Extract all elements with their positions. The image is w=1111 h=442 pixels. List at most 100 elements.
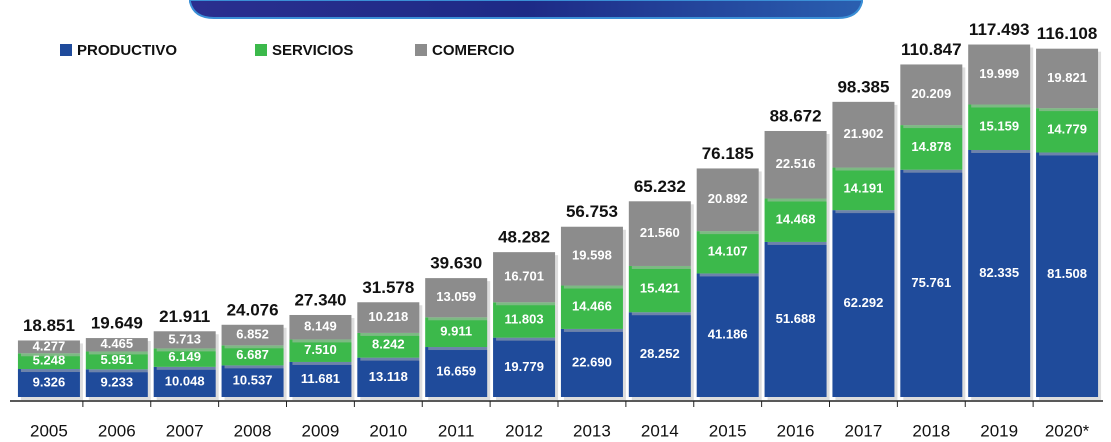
bar-segment — [289, 361, 352, 397]
total-label: 110.847 — [901, 40, 962, 59]
value-label: 4.277 — [33, 338, 66, 353]
bar-segment — [357, 332, 420, 358]
value-label: 82.335 — [979, 265, 1019, 280]
bar-segment — [289, 339, 352, 362]
total-label: 27.340 — [294, 290, 346, 309]
value-label: 21.902 — [844, 126, 884, 141]
total-label: 76.185 — [702, 144, 754, 163]
value-label: 62.292 — [844, 295, 884, 310]
bar-segment — [900, 125, 963, 170]
value-label: 9.233 — [101, 375, 134, 390]
value-label: 10.048 — [165, 373, 205, 388]
x-tick-label: 2006 — [98, 421, 136, 440]
bar-segment — [968, 149, 1031, 397]
value-label: 5.951 — [101, 352, 134, 367]
legend-label: PRODUCTIVO — [77, 42, 177, 59]
value-label: 41.186 — [708, 327, 748, 342]
x-tick-label: 2015 — [709, 421, 747, 440]
value-label: 75.761 — [911, 275, 951, 290]
bar-segment — [628, 312, 691, 397]
x-tick-label: 2005 — [30, 421, 68, 440]
bar-segment — [696, 168, 759, 232]
bar-segment — [764, 198, 827, 242]
value-label: 14.779 — [1047, 122, 1087, 137]
value-label: 22.690 — [572, 354, 612, 369]
x-tick-label: 2009 — [302, 421, 340, 440]
x-tick-label: 2018 — [912, 421, 950, 440]
bar-segment — [764, 130, 827, 199]
bar-segment — [357, 302, 420, 333]
bar-segment — [900, 169, 963, 397]
value-label: 15.421 — [640, 281, 680, 296]
value-label: 19.821 — [1047, 70, 1087, 85]
value-label: 5.713 — [168, 331, 201, 346]
value-label: 9.326 — [33, 374, 66, 389]
x-tick-label: 2007 — [166, 421, 204, 440]
bar-segment — [85, 369, 148, 397]
total-label: 88.672 — [770, 106, 822, 125]
bar-segment — [17, 369, 80, 397]
value-label: 19.779 — [504, 359, 544, 374]
value-label: 51.688 — [776, 311, 816, 326]
value-label: 16.701 — [504, 269, 544, 284]
bar-segment — [425, 347, 488, 397]
x-tick-label: 2014 — [641, 421, 679, 440]
value-label: 14.878 — [911, 139, 951, 154]
bar-segment — [85, 338, 148, 352]
bar-segment — [832, 210, 895, 397]
value-label: 21.560 — [640, 225, 680, 240]
bar-segment — [696, 231, 759, 274]
bar-segment — [560, 285, 623, 329]
bar-segment — [153, 331, 216, 349]
bar-segment — [968, 104, 1031, 150]
banner — [189, 0, 863, 19]
legend-label: SERVICIOS — [272, 42, 353, 59]
bar-segment — [628, 265, 691, 313]
legend-swatch — [255, 44, 267, 56]
x-tick-label: 2008 — [234, 421, 272, 440]
bar-segment — [560, 328, 623, 397]
bar-segment — [85, 351, 148, 370]
value-label: 13.118 — [369, 369, 408, 384]
bar-segment — [968, 44, 1031, 105]
total-label: 39.630 — [430, 254, 482, 273]
value-label: 5.248 — [33, 353, 66, 368]
value-label: 14.191 — [844, 180, 884, 195]
x-tick-label: 2016 — [777, 421, 815, 440]
total-label: 65.232 — [634, 177, 686, 196]
value-label: 19.999 — [979, 66, 1019, 81]
bar-segment — [221, 365, 284, 397]
value-label: 4.465 — [101, 336, 134, 351]
x-tick-label: 2011 — [438, 421, 475, 440]
total-label: 56.753 — [566, 202, 618, 221]
total-label: 19.649 — [91, 314, 143, 333]
total-label: 98.385 — [837, 77, 889, 96]
total-label: 48.282 — [498, 228, 550, 247]
total-label: 116.108 — [1037, 24, 1098, 43]
bar-segment — [221, 324, 284, 346]
value-label: 28.252 — [640, 346, 680, 361]
value-label: 81.508 — [1047, 266, 1087, 281]
bar-segment — [1036, 152, 1099, 397]
value-label: 13.059 — [436, 289, 476, 304]
value-label: 11.803 — [505, 311, 544, 326]
bar-segment — [832, 167, 895, 211]
value-label: 14.466 — [572, 299, 612, 314]
value-label: 16.659 — [436, 363, 476, 378]
bar-segment — [425, 278, 488, 318]
bar-segment — [289, 314, 352, 340]
value-label: 8.242 — [372, 337, 405, 352]
x-tick-label: 2013 — [573, 421, 611, 440]
value-label: 20.892 — [708, 191, 748, 206]
value-label: 10.218 — [368, 309, 408, 324]
bar-segment — [17, 353, 80, 370]
bar-segment — [493, 337, 556, 397]
bar-segment — [153, 348, 216, 367]
bar-segment — [425, 317, 488, 348]
legend-swatch — [60, 44, 72, 56]
bar-segment — [1036, 108, 1099, 153]
value-label: 14.107 — [708, 244, 748, 259]
value-label: 6.149 — [168, 349, 201, 364]
total-label: 31.578 — [362, 278, 414, 297]
